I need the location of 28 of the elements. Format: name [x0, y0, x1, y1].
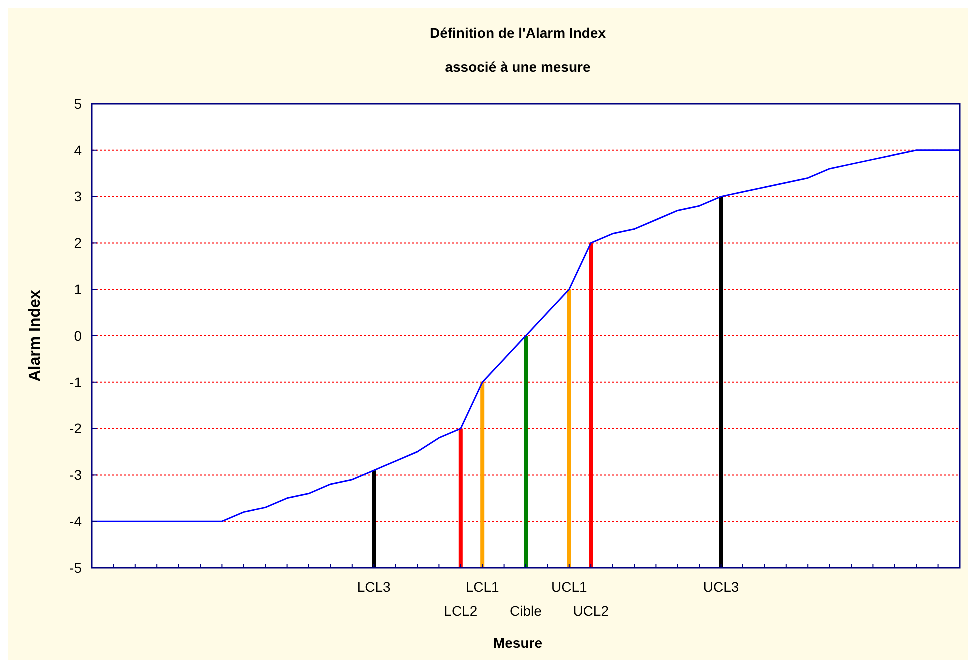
y-tick-label: -3	[70, 467, 82, 484]
chart-subtitle: associé à une mesure	[445, 59, 591, 75]
x-tick-label: LCL2	[444, 603, 478, 619]
x-axis-title: Mesure	[493, 635, 543, 651]
x-tick-label: UCL1	[552, 579, 588, 595]
y-tick-label: 1	[74, 282, 82, 298]
x-tick-label: LCL3	[357, 579, 392, 595]
x-tick-label: UCL3	[703, 579, 740, 595]
y-tick-label: 2	[74, 235, 82, 252]
bar	[372, 470, 376, 568]
y-tick-label: 3	[74, 188, 82, 205]
bar	[480, 382, 485, 568]
y-tick-label: -2	[70, 420, 82, 437]
line-series	[91, 150, 961, 522]
bar	[567, 290, 572, 568]
bar	[719, 196, 724, 568]
y-tick-label: -5	[70, 560, 82, 576]
chart-title: Définition de l'Alarm Index	[430, 25, 606, 41]
y-tick-label: 0	[74, 328, 82, 344]
y-tick-label: -4	[70, 514, 82, 530]
bar	[524, 336, 528, 568]
y-tick-label: 5	[74, 96, 82, 112]
y-tick-label: -1	[70, 374, 82, 390]
x-tick-label: LCL1	[466, 579, 500, 595]
x-tick-label: UCL2	[573, 603, 610, 619]
y-tick-label: 4	[74, 142, 82, 158]
x-tick-label: Cible	[510, 603, 542, 619]
y-axis-title: Alarm Index	[27, 290, 44, 382]
